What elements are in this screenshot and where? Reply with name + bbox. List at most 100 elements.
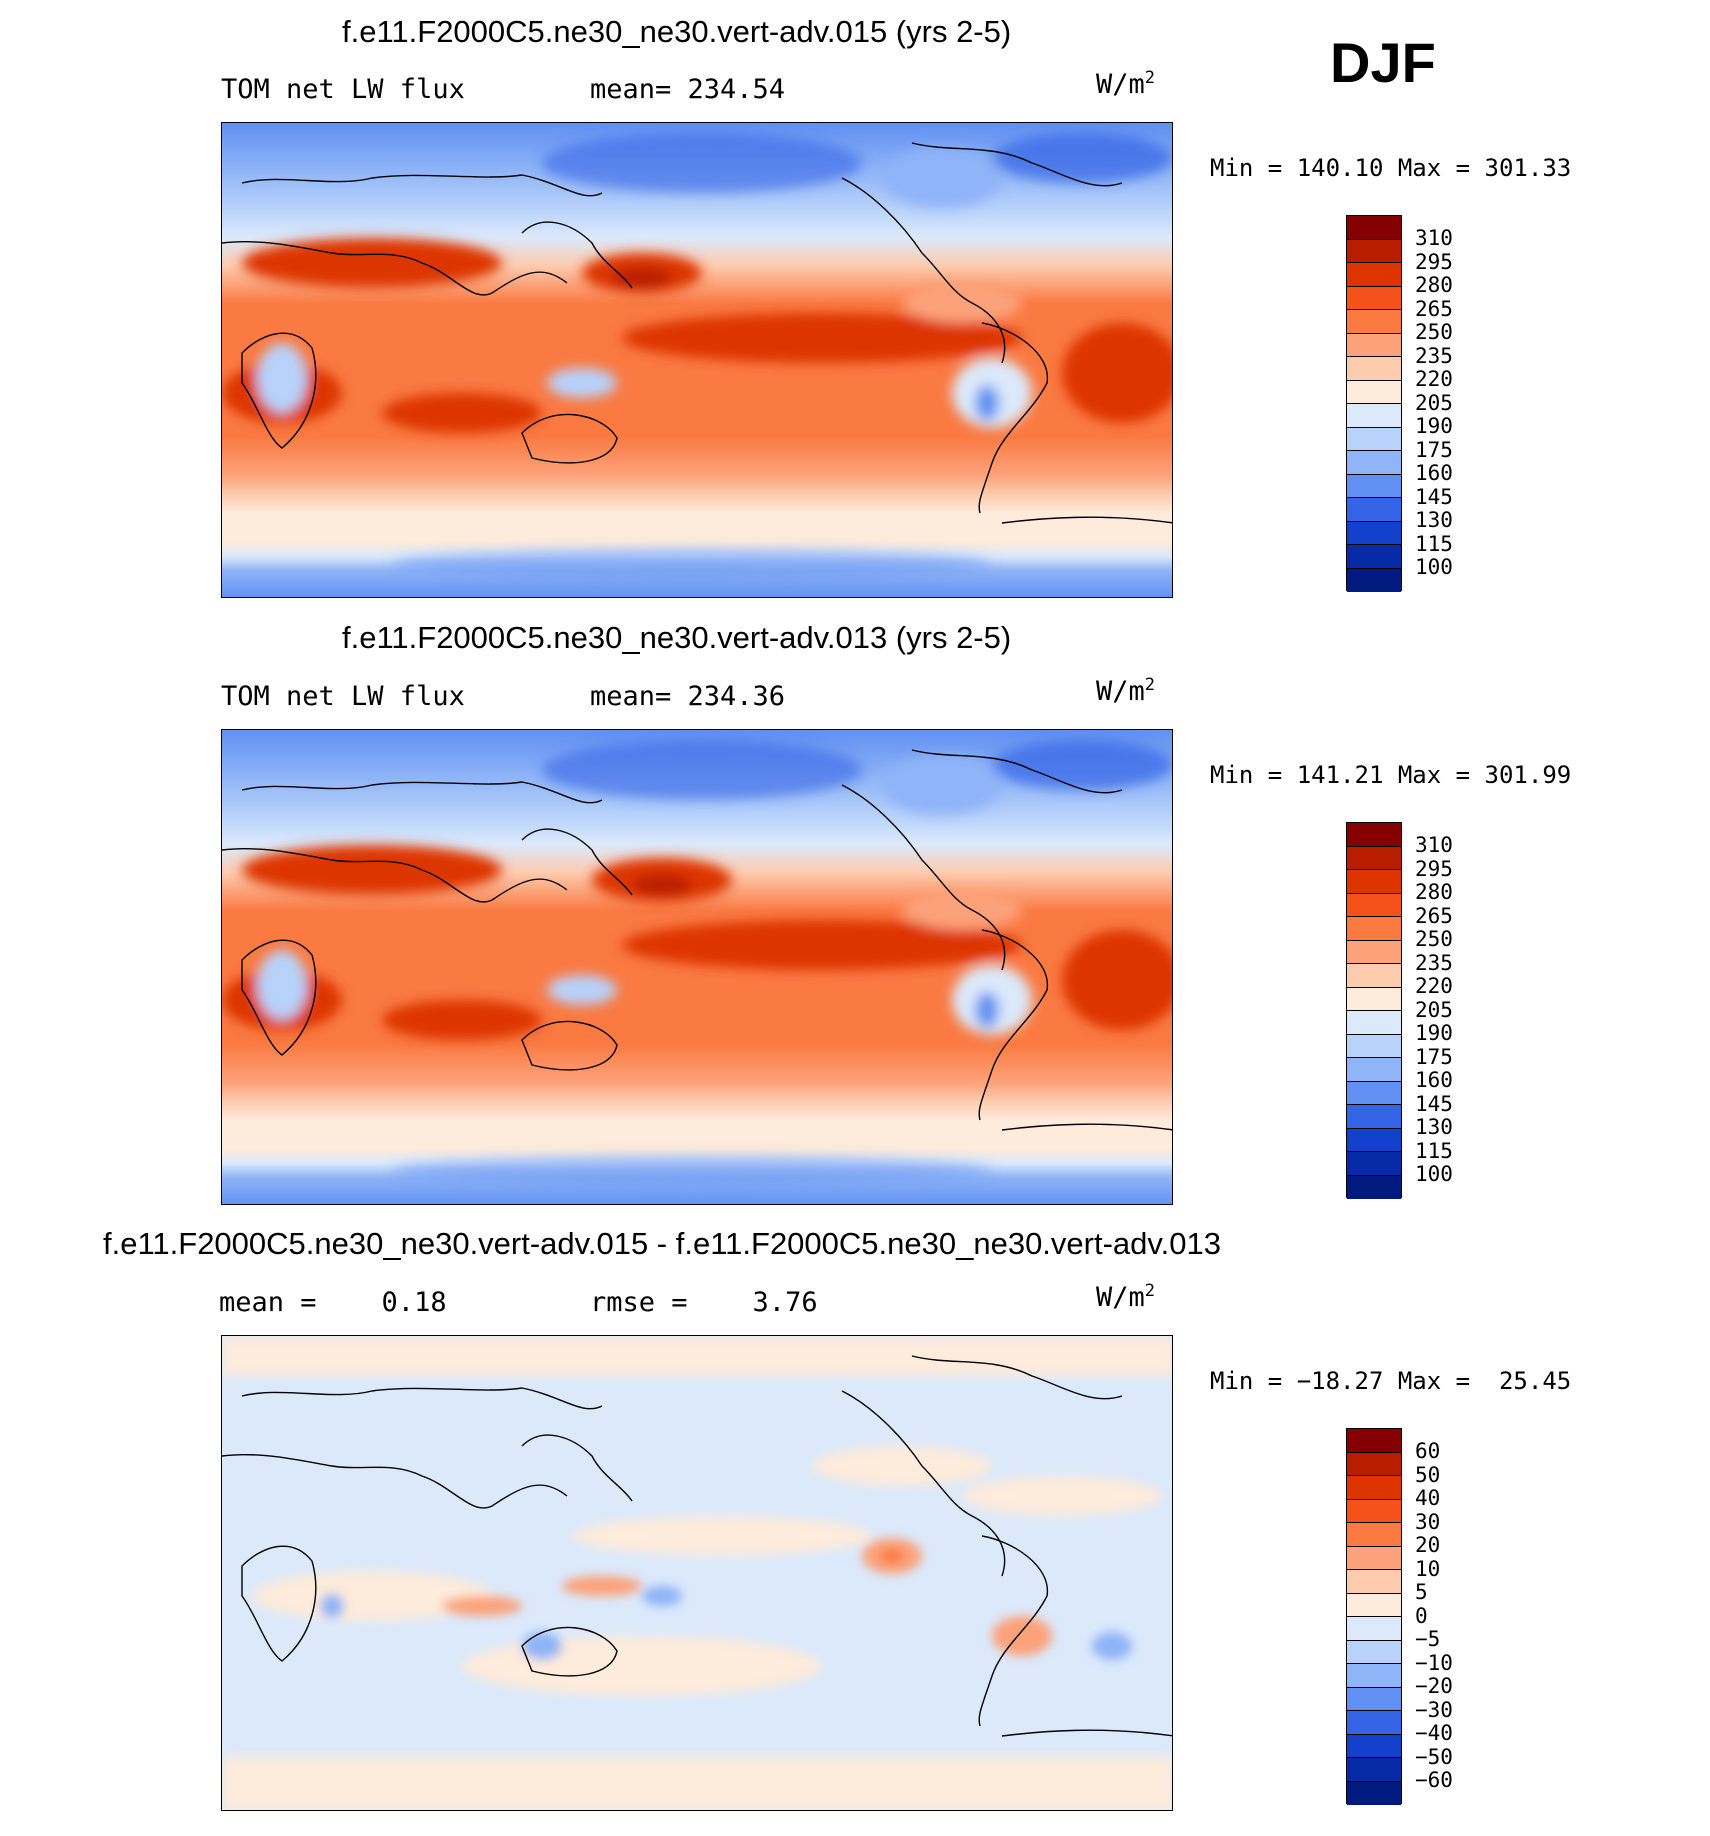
colorbar-tick-label: 295 [1415,856,1453,881]
coastline [978,1535,1048,1727]
colorbar-tick-label: −5 [1415,1627,1441,1651]
colorbar-tick-label: 175 [1415,1044,1453,1069]
coastline [241,781,603,804]
colorbar-tick-label: 145 [1415,484,1453,509]
coastline [978,322,1048,514]
colorbar-tick-label: 130 [1415,508,1453,532]
panel-2-contour-field [222,730,1172,1204]
colorbar-tick-label: 235 [1415,950,1453,975]
panel-3-units: W/m2 [1096,1281,1156,1313]
panel-2-variable-label: TOM net LW flux [221,681,465,712]
colorbar-tick-label: 160 [1415,1068,1453,1092]
coastline [521,413,618,464]
panel-1-variable-label: TOM net LW flux [221,74,465,105]
colorbar-tick-label: 295 [1415,249,1453,274]
colorbar-tick-label: 175 [1415,437,1453,462]
coastline [222,847,568,903]
panel-3-minmax: Min = −18.27 Max = 25.45 [1210,1367,1572,1395]
coastline [521,828,633,896]
colorbar-tick-label: 310 [1415,833,1453,857]
colorbar-tick-label: 280 [1415,273,1453,297]
panel-2-colorbar-labels: 310 295 280 265 250 235 220 205 190 175 160 145 130 1… [1415,833,1453,1187]
panel-3-title: f.e11.F2000C5.ne30_ne30.vert-adv.015 - f… [103,1226,1221,1261]
colorbar-tick-label: 205 [1415,997,1453,1022]
colorbar-tick-label: 190 [1415,414,1453,438]
colorbar-tick-label: 10 [1415,1556,1441,1581]
coastline [911,142,1123,187]
panel-2-minmax: Min = 141.21 Max = 301.99 [1210,761,1572,789]
coastline [978,929,1048,1121]
coastline [911,749,1123,794]
coastline [841,1390,1006,1577]
colorbar-tick-label: −20 [1415,1674,1453,1698]
panel-3-contour-field [222,1336,1172,1810]
colorbar-tick-label: 30 [1415,1509,1441,1534]
colorbar-tick-label: −30 [1415,1697,1453,1722]
panel-1-contour-field [222,123,1172,597]
coastline [241,332,317,449]
colorbar-tick-label: 145 [1415,1091,1453,1116]
colorbar-tick-label: 265 [1415,903,1453,928]
panel-2-mean-label: mean= 234.36 [590,681,786,712]
colorbar-tick-label: 100 [1415,1162,1453,1186]
colorbar-tick-label: 190 [1415,1021,1453,1045]
panel-1-map [221,122,1173,598]
panel-1-minmax: Min = 140.10 Max = 301.33 [1210,154,1572,182]
colorbar-tick-label: 5 [1415,1580,1428,1604]
coastline [241,1387,603,1410]
season-label: DJF [1330,31,1436,94]
colorbar-tick-label: 130 [1415,1115,1453,1139]
colorbar-tick-label: 265 [1415,296,1453,321]
colorbar-tick-label: 205 [1415,390,1453,415]
panel-1-colorbar [1346,215,1402,592]
colorbar-tick-label: 60 [1415,1439,1441,1463]
colorbar-tick-label: 235 [1415,343,1453,368]
colorbar-tick-label: 100 [1415,555,1453,579]
colorbar-tick-label: 220 [1415,974,1453,998]
colorbar-tick-label: 115 [1415,1138,1453,1163]
panel-3-mean-label: mean = 0.18 [219,1287,447,1318]
colorbar-tick-label: −50 [1415,1744,1453,1769]
coastline [241,1545,317,1662]
coastline [222,240,568,296]
panel-2-title: f.e11.F2000C5.ne30_ne30.vert-adv.013 (yr… [342,620,1012,655]
colorbar-tick-label: −40 [1415,1721,1453,1745]
coastline [521,1020,618,1071]
colorbar-tick-label: 220 [1415,367,1453,391]
colorbar-tick-label: 0 [1415,1603,1428,1628]
panel-2-colorbar [1346,822,1402,1199]
colorbar-tick-label: 40 [1415,1486,1441,1510]
coastline [1001,516,1172,524]
coastline [222,1453,568,1509]
colorbar-tick-label: −10 [1415,1650,1453,1675]
colorbar-tick-label: 250 [1415,927,1453,951]
colorbar-tick-label: 310 [1415,226,1453,250]
coastline [241,939,317,1056]
colorbar-tick-label: 50 [1415,1462,1441,1487]
coastline [911,1355,1123,1400]
panel-2-map [221,729,1173,1205]
colorbar-tick-label: 115 [1415,531,1453,556]
panel-1-colorbar-labels: 310 295 280 265 250 235 220 205 190 175 160 145 130 1… [1415,226,1453,580]
coastline [521,1626,618,1677]
panel-1-title: f.e11.F2000C5.ne30_ne30.vert-adv.015 (yr… [342,14,1012,49]
coastline [521,1434,633,1502]
panel-3-rmse-label: rmse = 3.76 [590,1287,818,1318]
panel-1-units: W/m2 [1096,68,1156,100]
panel-2-units: W/m2 [1096,675,1156,707]
coastline [841,784,1006,971]
coastline [1001,1729,1172,1737]
colorbar-tick-label: −60 [1415,1768,1453,1792]
colorbar-tick-label: 160 [1415,461,1453,485]
coastline [1001,1123,1172,1131]
coastline [841,177,1006,364]
panel-3-colorbar [1346,1428,1402,1805]
panel-3-colorbar-labels: 60 50 40 30 20 10 5 0 −5 −10 −20 −30 −40 −50 −60 [1415,1439,1453,1793]
colorbar-tick-label: 20 [1415,1533,1441,1557]
colorbar-tick-label: 250 [1415,320,1453,344]
coastline [241,174,603,197]
panel-3-map [221,1335,1173,1811]
colorbar-tick-label: 280 [1415,880,1453,904]
coastline [521,221,633,289]
panel-1-mean-label: mean= 234.54 [590,74,786,105]
